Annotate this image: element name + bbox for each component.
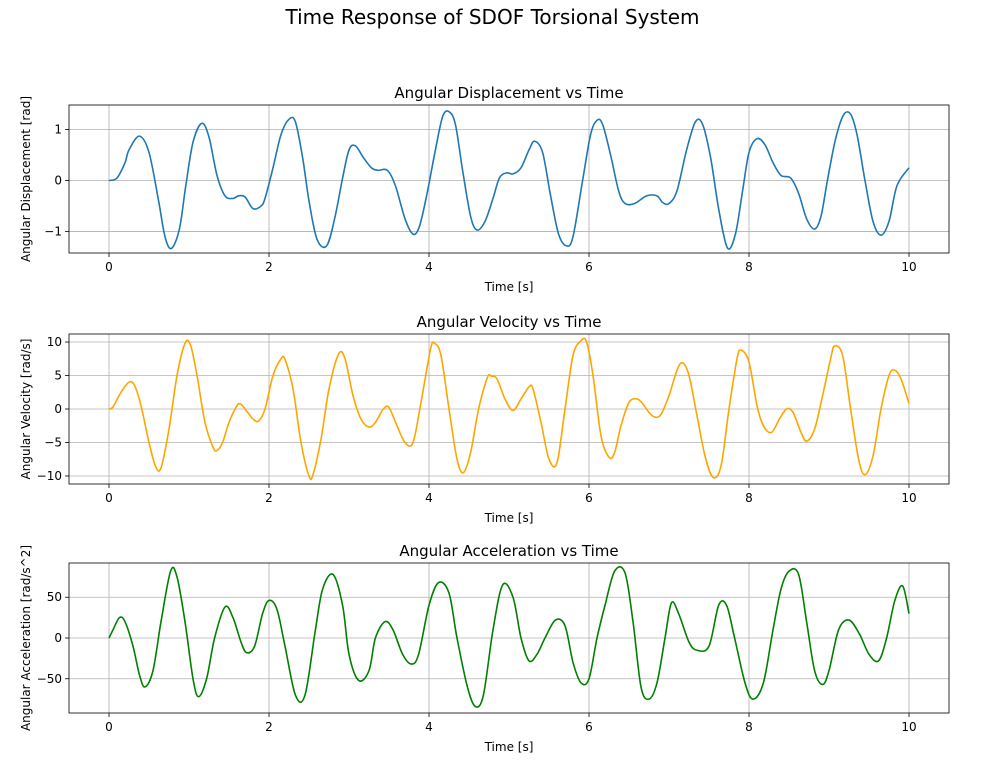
acceleration-axes: 0 2 4 6 8 10 −50 0 50 Angular Acceleration vs Tim…: [19, 542, 950, 754]
acceleration-xtick-label: 4: [425, 720, 433, 734]
velocity-ytick-label: −10: [37, 469, 62, 483]
acceleration-y-axis-label: Angular Acceleration [rad/s^2]: [19, 545, 33, 731]
velocity-ytick-label: −5: [44, 435, 62, 449]
acceleration-xtick-label: 6: [585, 720, 593, 734]
acceleration-xtick-label: 10: [901, 720, 916, 734]
acceleration-xtick-label: 0: [105, 720, 113, 734]
acceleration-xtick-label: 8: [745, 720, 753, 734]
acceleration-series-line: [108, 565, 910, 708]
velocity-series-line: [108, 337, 910, 481]
displacement-xtick-label: 4: [425, 260, 433, 274]
displacement-xtick-label: 10: [901, 260, 916, 274]
acceleration-xtick-label: 2: [265, 720, 273, 734]
velocity-chart-title: Angular Velocity vs Time: [417, 313, 602, 331]
velocity-ytick-label: 10: [47, 335, 62, 349]
velocity-xtick-label: 10: [901, 491, 916, 505]
displacement-ytick-label: 1: [54, 122, 62, 136]
displacement-xtick-label: 0: [105, 260, 113, 274]
velocity-ytick-label: 0: [54, 402, 62, 416]
displacement-x-axis-label: Time [s]: [484, 280, 534, 294]
velocity-x-axis-label: Time [s]: [484, 511, 534, 525]
displacement-ytick-label: 0: [54, 174, 62, 188]
velocity-xtick-label: 8: [745, 491, 753, 505]
velocity-xtick-label: 2: [265, 491, 273, 505]
velocity-xtick-label: 0: [105, 491, 113, 505]
velocity-y-axis-label: Angular Velocity [rad/s]: [19, 339, 33, 480]
acceleration-ytick-label: 0: [54, 631, 62, 645]
acceleration-chart-title: Angular Acceleration vs Time: [399, 542, 618, 560]
displacement-y-axis-label: Angular Displacement [rad]: [19, 96, 33, 262]
displacement-ytick-label: −1: [44, 225, 62, 239]
velocity-xtick-label: 6: [585, 491, 593, 505]
acceleration-ytick-label: −50: [37, 672, 62, 686]
displacement-axes: 0 2 4 6 8 10 −1 0 1 Angular Displacement vs Time T…: [19, 84, 950, 294]
displacement-xtick-label: 6: [585, 260, 593, 274]
displacement-series-line: [108, 110, 910, 250]
velocity-axes: 0 2 4 6 8 10 −10 −5 0 5 10 Angular Velocity vs Time…: [19, 313, 950, 525]
velocity-xtick-label: 4: [425, 491, 433, 505]
displacement-xtick-label: 2: [265, 260, 273, 274]
displacement-axes-frame: [68, 104, 950, 254]
displacement-chart-title: Angular Displacement vs Time: [394, 84, 623, 102]
velocity-ytick-label: 5: [54, 369, 62, 383]
figure-title: Time Response of SDOF Torsional System: [285, 5, 700, 29]
displacement-xtick-label: 8: [745, 260, 753, 274]
acceleration-ytick-label: 50: [47, 590, 62, 604]
acceleration-x-axis-label: Time [s]: [484, 740, 534, 754]
